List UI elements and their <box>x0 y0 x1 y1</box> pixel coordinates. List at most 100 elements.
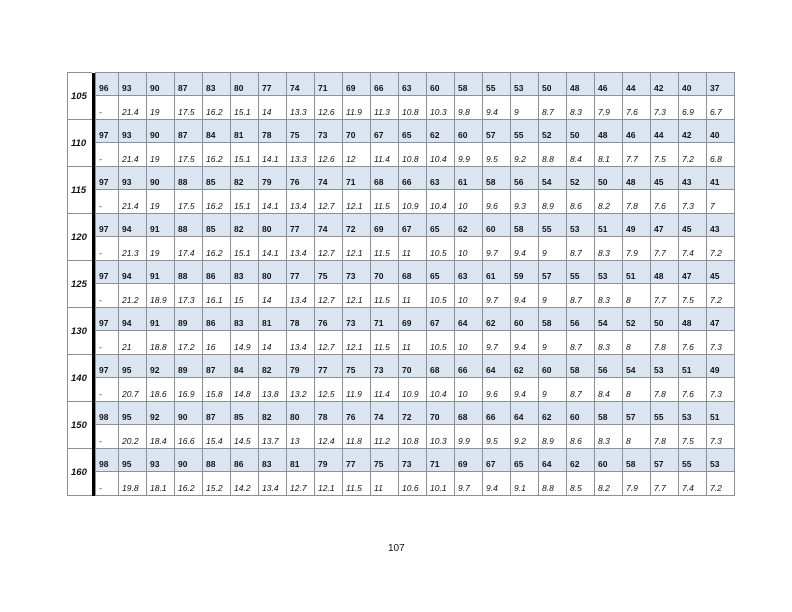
table-cell: 46 <box>622 119 651 143</box>
table-cell: 93 <box>146 448 175 472</box>
table-cell: 7.6 <box>650 189 679 214</box>
table-cell: 13.8 <box>258 377 287 402</box>
table-cell: 63 <box>426 166 455 190</box>
table-cell: 80 <box>286 401 315 425</box>
table-cell: 11.9 <box>342 377 371 402</box>
table-row-115-top: 115 97 93 90 88 85 82 79 76 74 71 68 66 63 61 58 56 54 52 5… <box>67 166 735 214</box>
table-cell: 58 <box>594 401 623 425</box>
table-cell: 44 <box>622 72 651 96</box>
table-cell: 18.8 <box>146 330 175 355</box>
table-cell: 90 <box>146 72 175 96</box>
table-cell: 9 <box>538 377 567 402</box>
table-cell: 14 <box>258 283 287 308</box>
table-cell: 8.7 <box>566 283 595 308</box>
table-cell: 8.7 <box>566 330 595 355</box>
table-cell: 19 <box>146 95 175 120</box>
table-cell: 18.4 <box>146 424 175 449</box>
table-cell: 75 <box>370 448 399 472</box>
table-cell: 7.8 <box>650 377 679 402</box>
table-cell: 16.2 <box>202 236 231 261</box>
table-cell: 45 <box>678 213 707 237</box>
table-cell: 16.2 <box>202 95 231 120</box>
table-cell: 54 <box>622 354 651 378</box>
table-cell: 10.8 <box>398 142 427 167</box>
table-cell: 85 <box>202 166 231 190</box>
table-cell: 70 <box>370 260 399 284</box>
row-group-label: 105 <box>67 72 92 120</box>
row-group-label: 110 <box>67 119 92 167</box>
table-cell: 53 <box>706 448 735 472</box>
table-cell: 69 <box>370 213 399 237</box>
table-cell: 72 <box>342 213 371 237</box>
table-cell: 9.5 <box>482 142 511 167</box>
table-cell: 60 <box>538 354 567 378</box>
table-cell: 14.5 <box>230 424 259 449</box>
table-cell: 79 <box>286 354 315 378</box>
table-cell: 12.1 <box>314 471 343 496</box>
table-cell: 7.7 <box>622 142 651 167</box>
table-cell: 20.2 <box>118 424 147 449</box>
table-cell: 10.4 <box>426 189 455 214</box>
table-cell: 15.8 <box>202 377 231 402</box>
table-cell: 43 <box>678 166 707 190</box>
table-cell: 49 <box>706 354 735 378</box>
table-cell: 8.4 <box>594 377 623 402</box>
table-cell: 40 <box>706 119 735 143</box>
table-cell: 9 <box>510 95 539 120</box>
table-cell: 11.2 <box>370 424 399 449</box>
table-cell: 7.3 <box>706 424 735 449</box>
table-cell: 73 <box>370 354 399 378</box>
table-cell: 13.4 <box>258 471 287 496</box>
table-cell: 8 <box>622 283 651 308</box>
table-cell: 7.2 <box>706 283 735 308</box>
table-cell: 9.1 <box>510 471 539 496</box>
table-cell: 77 <box>342 448 371 472</box>
table-cell: 88 <box>174 166 203 190</box>
table-cell: 82 <box>258 401 287 425</box>
table-cell: 64 <box>510 401 539 425</box>
table-cell: 60 <box>510 307 539 331</box>
table-cell: 55 <box>678 448 707 472</box>
table-cell: 65 <box>426 213 455 237</box>
table-cell: 9.2 <box>510 142 539 167</box>
table-cell: 70 <box>398 354 427 378</box>
table-cell: 50 <box>538 72 567 96</box>
table-cell: 73 <box>314 119 343 143</box>
table-cell: 7 <box>706 189 735 214</box>
table-cell: 84 <box>230 354 259 378</box>
table-cell: 18.1 <box>146 471 175 496</box>
table-cell: 8.7 <box>566 236 595 261</box>
table-row-125-top: 125 97 94 91 88 86 83 80 77 75 73 70 68 65 63 61 59 57 55 5… <box>67 260 735 308</box>
table-cell: 92 <box>146 401 175 425</box>
table-cell: 44 <box>650 119 679 143</box>
table-cell: 7.5 <box>678 283 707 308</box>
table-cell: 67 <box>370 119 399 143</box>
table-cell: 51 <box>594 213 623 237</box>
table-cell: 66 <box>454 354 483 378</box>
table-cell: 11.8 <box>342 424 371 449</box>
table-cell: 8.4 <box>566 142 595 167</box>
table-cell: 83 <box>230 307 259 331</box>
table-cell: 12.7 <box>314 236 343 261</box>
table-cell: 66 <box>370 72 399 96</box>
table-cell: 60 <box>566 401 595 425</box>
table-cell: 13.3 <box>286 95 315 120</box>
table-cell: 7.2 <box>678 142 707 167</box>
table-cell: 9 <box>538 283 567 308</box>
table-cell: 64 <box>454 307 483 331</box>
table-cell: 85 <box>202 213 231 237</box>
table-cell: 11.5 <box>370 189 399 214</box>
divider-bar <box>92 72 96 120</box>
table-cell: 18.6 <box>146 377 175 402</box>
table-cell: 19 <box>146 142 175 167</box>
table-cell: 97 <box>95 260 119 284</box>
table-cell: 80 <box>230 72 259 96</box>
table-cell: 7.7 <box>650 236 679 261</box>
table-cell: 11 <box>398 236 427 261</box>
table-cell: 16.2 <box>202 142 231 167</box>
table-cell: 48 <box>622 166 651 190</box>
table-cell: - <box>95 236 119 261</box>
table-cell: 10.8 <box>398 95 427 120</box>
table-cell: 71 <box>426 448 455 472</box>
table-cell: 50 <box>566 119 595 143</box>
